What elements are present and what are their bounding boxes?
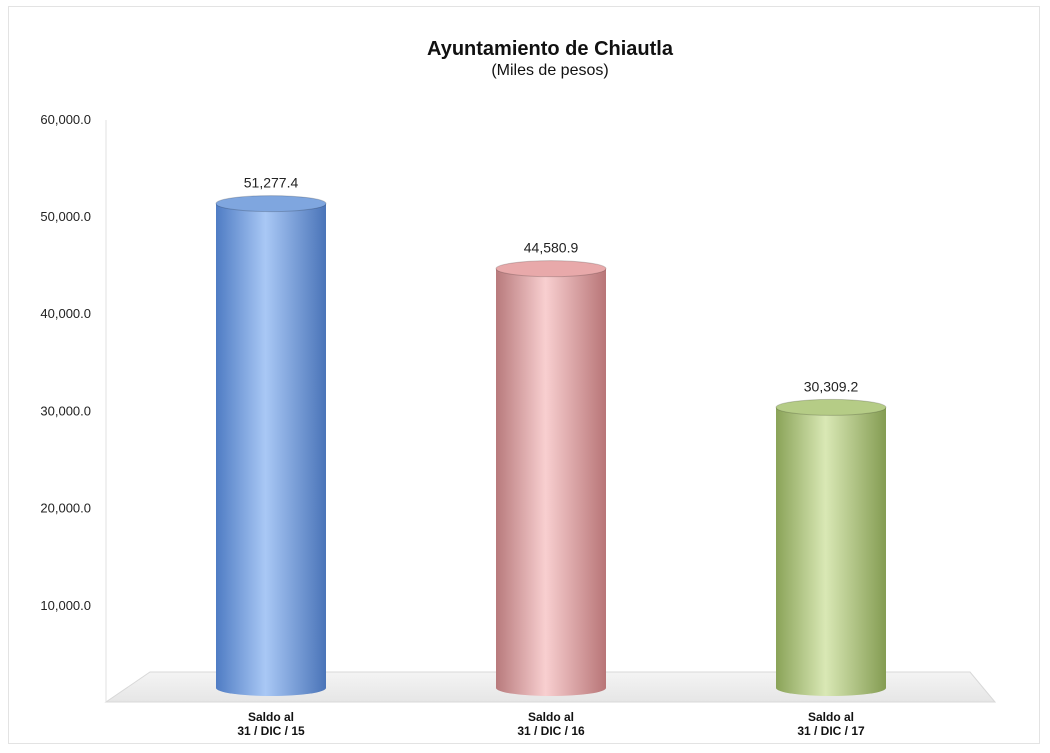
y-tick-label: 20,000.0 xyxy=(40,501,91,516)
bar-body xyxy=(496,268,606,688)
x-tick-label: Saldo al 31 / DIC / 17 xyxy=(797,710,865,738)
data-label: 44,580.9 xyxy=(524,240,579,256)
chart-subtitle: (Miles de pesos) xyxy=(491,62,609,79)
x-tick-label: Saldo al 31 / DIC / 16 xyxy=(517,710,585,738)
y-tick-label: 10,000.0 xyxy=(40,598,91,613)
bar-top xyxy=(775,398,887,416)
bar-body xyxy=(216,203,326,688)
bar-top xyxy=(215,195,327,213)
data-label: 51,277.4 xyxy=(244,175,299,191)
bar-body xyxy=(776,407,886,688)
bar-base xyxy=(776,680,886,696)
bar xyxy=(495,260,607,696)
y-tick-label: 50,000.0 xyxy=(40,209,91,224)
bar xyxy=(775,398,887,696)
data-label: 30,309.2 xyxy=(804,378,859,394)
x-tick-label: Saldo al 31 / DIC / 15 xyxy=(237,710,305,738)
bar xyxy=(215,195,327,696)
bar-base xyxy=(216,680,326,696)
y-tick-label: 60,000.0 xyxy=(40,112,91,127)
bar-base xyxy=(496,680,606,696)
chart-title: Ayuntamiento de Chiautla xyxy=(427,38,673,60)
y-tick-label: 30,000.0 xyxy=(40,403,91,418)
bar-top xyxy=(495,260,607,278)
y-tick-label: 40,000.0 xyxy=(40,306,91,321)
